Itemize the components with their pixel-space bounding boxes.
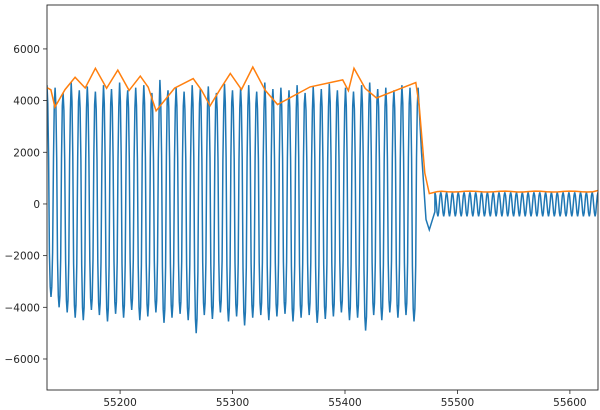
y-tick-label: −6000 <box>4 354 40 366</box>
y-tick-label: 4000 <box>13 96 40 108</box>
y-tick-label: 2000 <box>13 147 40 159</box>
x-tick-label: 55200 <box>103 397 136 409</box>
y-tick-label: −4000 <box>4 302 40 314</box>
series-line-envelope <box>47 65 598 195</box>
y-tick-label: 0 <box>33 199 40 211</box>
series-line-signal <box>47 79 598 334</box>
plot-frame <box>46 4 599 391</box>
y-tick-label: −2000 <box>4 251 40 263</box>
x-tick-label: 55500 <box>441 397 474 409</box>
y-tick-label: 6000 <box>13 44 40 56</box>
x-tick-label: 55600 <box>553 397 586 409</box>
x-axis: 55200 55300 55400 55500 55600 <box>103 390 587 409</box>
series-layer <box>47 65 598 334</box>
y-axis: −6000 −4000 −2000 0 2000 4000 6000 <box>4 44 47 366</box>
x-tick-label: 55400 <box>328 397 361 409</box>
x-tick-label: 55300 <box>216 397 249 409</box>
